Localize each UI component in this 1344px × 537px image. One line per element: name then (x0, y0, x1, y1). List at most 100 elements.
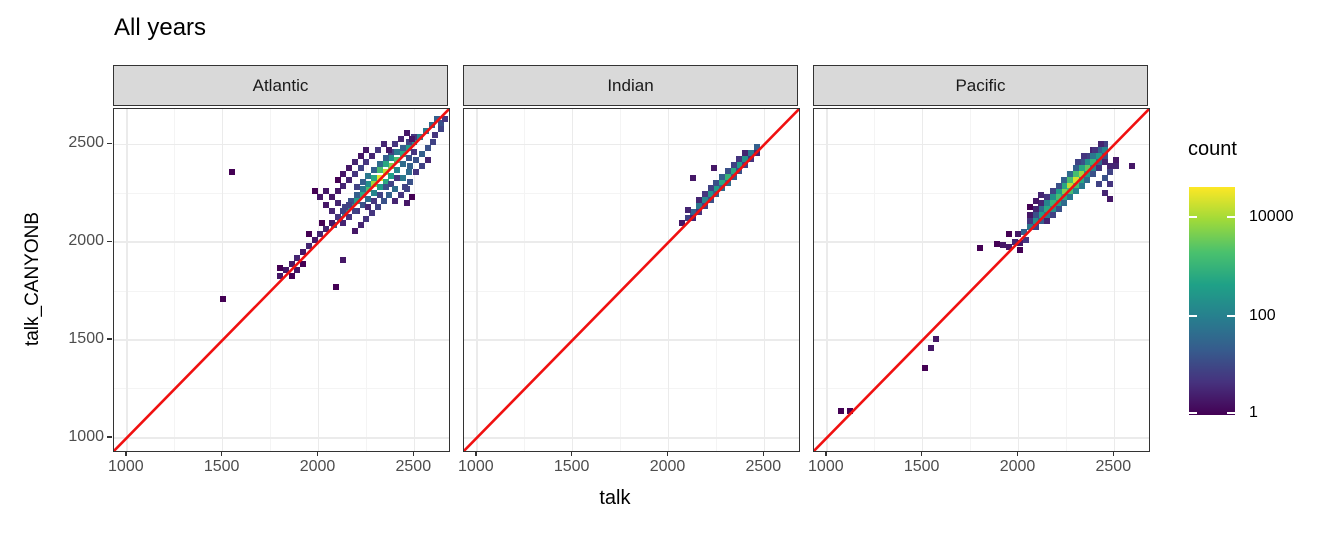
x-tick-label: 2500 (395, 458, 432, 475)
x-tick-label: 2000 (649, 458, 686, 475)
minor-gridline (114, 388, 449, 390)
count-bin (399, 145, 406, 152)
panel-pacific (813, 108, 1150, 452)
x-tick-mark (825, 451, 827, 457)
count-bin (1078, 182, 1085, 189)
facet-strip-indian: Indian (463, 65, 798, 106)
count-bin (405, 155, 412, 162)
count-bin (219, 295, 226, 302)
plot-title: All years (114, 14, 207, 41)
count-bin (288, 272, 295, 279)
count-bin (388, 155, 395, 162)
legend-tick-mark (1189, 215, 1197, 218)
x-tick-label: 2500 (1095, 458, 1132, 475)
count-bin (405, 168, 412, 175)
count-bin (323, 225, 330, 232)
legend-tick-mark (1227, 215, 1235, 218)
count-bin (1038, 192, 1045, 199)
count-bin (317, 231, 324, 238)
count-bin (838, 407, 845, 414)
major-gridline (826, 109, 828, 451)
y-tick-label: 1500 (68, 330, 104, 348)
count-bin (403, 186, 410, 193)
minor-gridline (874, 109, 876, 451)
count-bin (392, 198, 399, 205)
minor-gridline (1065, 109, 1067, 451)
count-bin (334, 188, 341, 195)
count-bin (403, 200, 410, 207)
count-bin (300, 249, 307, 256)
count-bin (1026, 204, 1033, 211)
count-bin (1092, 147, 1099, 154)
count-bin (363, 215, 370, 222)
count-bin (690, 174, 697, 181)
count-bin (424, 157, 431, 164)
minor-gridline (715, 109, 717, 451)
major-gridline (814, 339, 1149, 341)
count-bin (386, 147, 393, 154)
minor-gridline (524, 109, 526, 451)
count-bin (323, 188, 330, 195)
count-bin (346, 176, 353, 183)
x-tick-mark (762, 451, 764, 457)
count-bin (438, 125, 445, 132)
count-bin (346, 164, 353, 171)
y-tick-mark (106, 338, 112, 340)
x-tick-mark (475, 451, 477, 457)
count-bin (1097, 141, 1104, 148)
x-tick-mark (571, 451, 573, 457)
major-gridline (814, 437, 1149, 439)
legend-label: 1 (1249, 404, 1258, 421)
count-bin (417, 133, 424, 140)
count-bin (413, 168, 420, 175)
legend-tick-mark (1227, 412, 1235, 414)
count-bin (376, 166, 383, 173)
count-bin (334, 176, 341, 183)
count-bin (229, 168, 236, 175)
x-tick-mark (1016, 451, 1019, 457)
count-bin (1049, 211, 1056, 218)
count-bin (1074, 159, 1081, 166)
count-bin (1107, 180, 1114, 187)
x-tick-label: 2500 (745, 458, 782, 475)
x-tick-mark (316, 451, 319, 457)
count-bin (409, 135, 416, 142)
count-bin (365, 180, 372, 187)
count-bin (311, 237, 318, 244)
x-axis-title: talk (0, 487, 1261, 510)
x-tick-mark (921, 451, 923, 457)
legend-colorbar (1189, 187, 1235, 415)
major-gridline (1017, 109, 1020, 451)
facet-strip-atlantic: Atlantic (113, 65, 448, 106)
count-bin (365, 172, 372, 179)
count-bin (1044, 217, 1051, 224)
count-bin (374, 204, 381, 211)
count-bin (678, 219, 685, 226)
count-bin (277, 272, 284, 279)
major-gridline (114, 241, 449, 243)
count-bin (1107, 168, 1114, 175)
count-bin (392, 141, 399, 148)
x-tick-label: 1500 (203, 458, 240, 475)
count-bin (753, 150, 760, 157)
count-bin (311, 188, 318, 195)
count-bin (921, 365, 928, 372)
count-bin (977, 245, 984, 252)
count-bin (317, 194, 324, 201)
count-bin (690, 214, 697, 221)
count-bin (1049, 188, 1056, 195)
major-gridline (464, 339, 799, 341)
count-bin (369, 153, 376, 160)
count-bin (1107, 196, 1114, 203)
count-bin (713, 191, 720, 198)
count-bin (371, 166, 378, 173)
count-bin (747, 156, 754, 163)
x-tick-label: 2000 (299, 458, 336, 475)
count-bin (409, 194, 416, 201)
y-tick-label: 2000 (68, 232, 104, 250)
count-bin (1038, 200, 1045, 207)
count-bin (1005, 231, 1012, 238)
count-bin (430, 139, 437, 146)
count-bin (432, 131, 439, 138)
